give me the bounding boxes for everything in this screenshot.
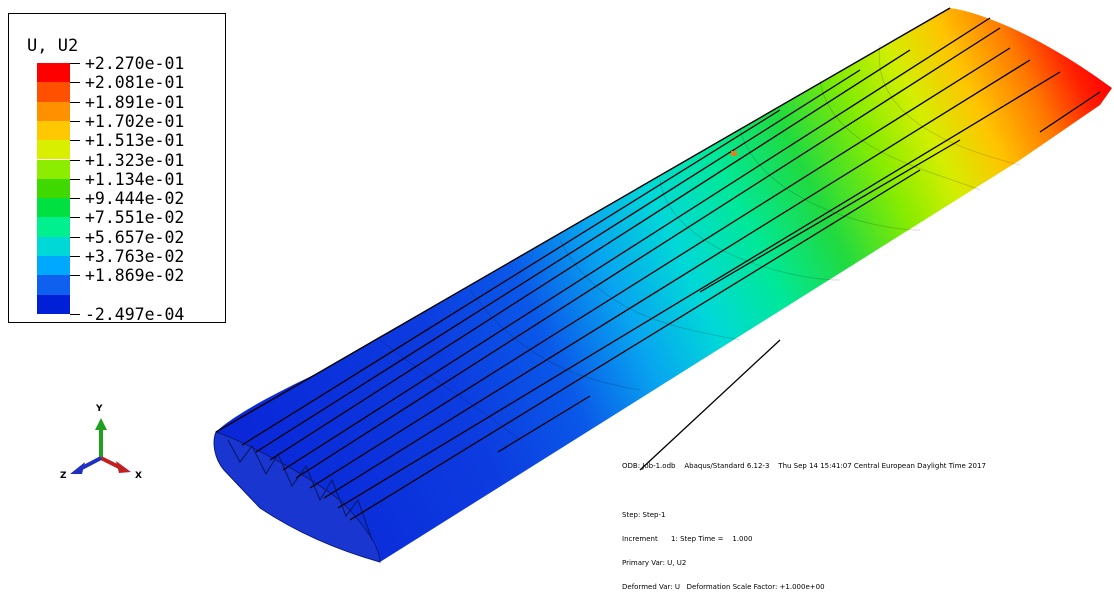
legend-value: +1.891e-01 <box>85 92 185 112</box>
leading-edge <box>215 7 951 433</box>
legend-tick <box>70 82 80 84</box>
triad-x-arrowhead <box>116 461 131 473</box>
legend-value: +3.763e-02 <box>85 247 185 266</box>
legend-swatch <box>37 275 70 295</box>
legend-swatch <box>37 101 70 121</box>
info-block: ODB: Job-1.odb Abaqus/Standard 6.12-3 Th… <box>622 446 986 599</box>
legend-tick <box>70 275 80 277</box>
legend-tick <box>70 236 80 238</box>
legend-value: +5.657e-02 <box>85 227 185 247</box>
triad-y-arrowhead <box>95 418 107 430</box>
triad-z-arrowhead <box>70 462 85 474</box>
legend-value: +2.270e-01 <box>85 54 185 73</box>
legend-value: +1.513e-01 <box>85 131 185 151</box>
legend-swatch <box>37 178 70 199</box>
legend-swatch <box>37 140 70 160</box>
coordinate-triad <box>70 418 131 474</box>
triad-z-label: Z <box>60 471 67 481</box>
contour-legend: U, U2 +2.270e-01 +2.081e-01 +1.891e-01 +1.7… <box>8 13 226 324</box>
deformed-var-line: Deformed Var: U Deformation Scale Factor… <box>622 583 825 591</box>
triad-y-label: Y <box>96 404 103 414</box>
legend-value: +1.702e-01 <box>85 111 185 131</box>
increment-line: Increment 1: Step Time = 1.000 <box>622 535 753 543</box>
triad-x-label: X <box>135 471 142 481</box>
legend-swatch <box>37 120 70 141</box>
legend-value: +7.551e-02 <box>85 208 185 228</box>
legend-value: -2.497e-04 <box>85 304 185 324</box>
wing-surface <box>214 8 1113 562</box>
legend-swatch <box>37 63 70 83</box>
primary-var-line: Primary Var: U, U2 <box>622 559 687 567</box>
legend-value: +2.081e-01 <box>85 73 185 93</box>
step-line: Step: Step-1 <box>622 511 666 519</box>
legend-tick <box>70 63 80 64</box>
contour-lines <box>379 44 1021 441</box>
legend-value: +1.869e-02 <box>85 266 185 286</box>
legend-tick <box>70 217 80 219</box>
legend-swatch <box>37 256 70 276</box>
contour-hotspot <box>731 151 737 156</box>
legend-tick <box>70 198 80 200</box>
model-viewport[interactable] <box>0 0 1114 563</box>
legend-value: +1.323e-01 <box>85 150 185 170</box>
stringer-lines <box>241 17 1101 521</box>
legend-swatch <box>37 159 70 179</box>
legend-swatch <box>37 82 70 102</box>
legend-value: +9.444e-02 <box>85 189 185 209</box>
legend-tick <box>70 159 80 161</box>
legend-swatch <box>37 217 70 237</box>
odb-line: ODB: Job-1.odb Abaqus/Standard 6.12-3 Th… <box>622 462 986 470</box>
legend-title: U, U2 <box>27 36 79 56</box>
legend-tick <box>70 256 80 257</box>
legend-tick <box>70 178 80 180</box>
legend-tick <box>70 120 80 122</box>
legend-swatch <box>37 236 70 256</box>
legend-tick <box>70 101 80 103</box>
legend-tick <box>70 313 80 315</box>
legend-value: +1.134e-01 <box>85 169 185 189</box>
legend-swatch <box>37 294 70 314</box>
legend-tick <box>70 140 80 142</box>
legend-swatch <box>37 198 70 218</box>
